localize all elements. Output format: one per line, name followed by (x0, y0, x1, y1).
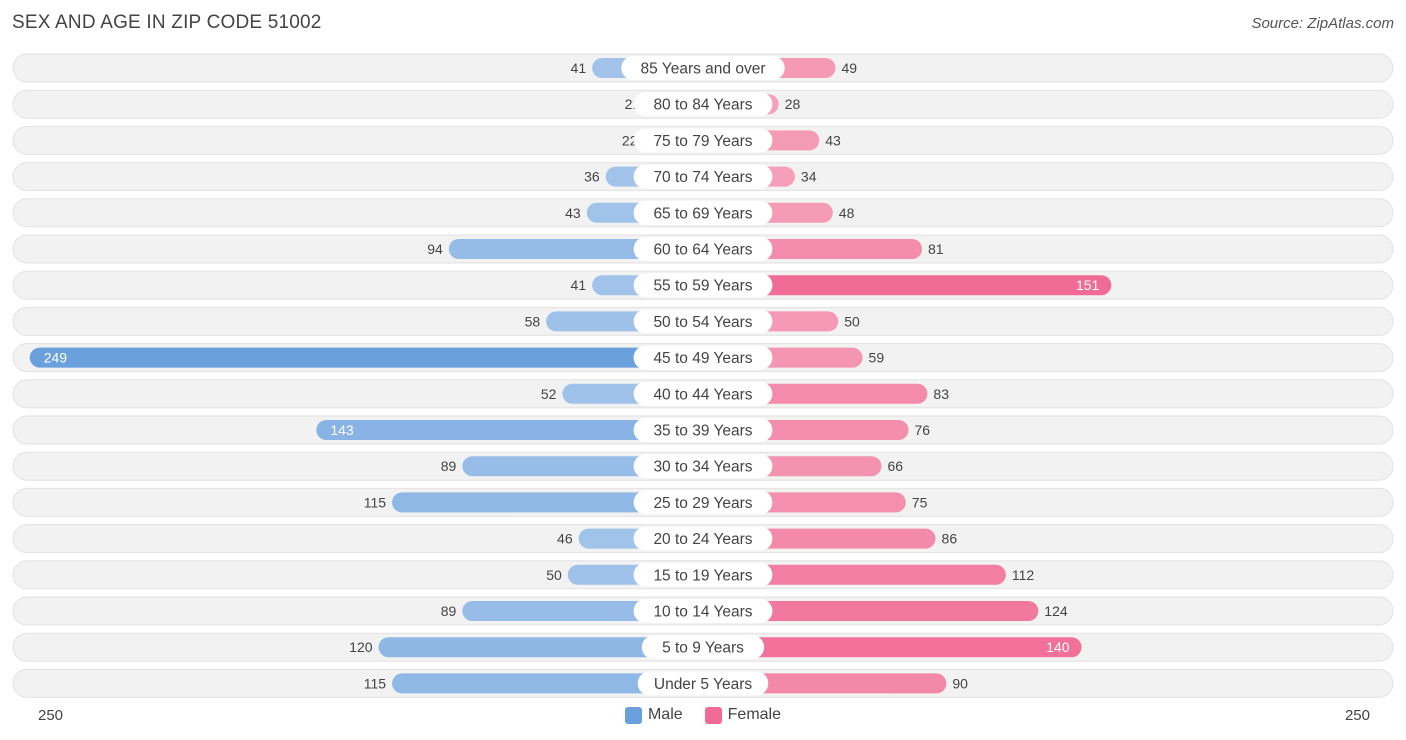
category-pill (641, 635, 765, 660)
legend-item-male: Male (624, 706, 683, 724)
male-value-label: 41 (571, 277, 587, 293)
category-pill (633, 237, 773, 261)
female-value-label: 112 (1012, 567, 1035, 583)
female-value-label: 43 (825, 132, 841, 148)
male-value-label: 22 (622, 132, 638, 148)
male-bar (316, 420, 703, 440)
legend-label-male: Male (647, 706, 683, 723)
category-label: 65 to 69 Years (653, 205, 752, 222)
category-label: 30 to 34 Years (653, 459, 752, 476)
category-label: 55 to 59 Years (653, 278, 752, 295)
female-value-label: 66 (887, 458, 903, 474)
female-bar (703, 637, 1082, 658)
female-value-label: 81 (928, 241, 944, 257)
category-pill (633, 526, 773, 551)
female-bar (703, 275, 1112, 296)
category-pill (633, 164, 773, 189)
female-value-label: 50 (844, 313, 860, 329)
male-value-label: 58 (525, 313, 541, 329)
male-value-label: 120 (349, 639, 373, 655)
legend: Male Female (0, 706, 1406, 724)
female-bar (703, 564, 1006, 585)
category-pill (633, 562, 773, 587)
category-label: 85 Years and over (641, 61, 766, 78)
category-label: 45 to 49 Years (653, 350, 752, 367)
male-value-label: 249 (44, 350, 68, 366)
category-label: 70 to 74 Years (653, 169, 752, 186)
category-label: 25 to 29 Years (653, 495, 752, 512)
male-bar (29, 347, 704, 368)
male-value-label: 52 (541, 386, 557, 402)
category-pill (633, 200, 773, 225)
category-pill (633, 454, 773, 479)
category-pill (633, 490, 773, 515)
source-credit: Source: ZipAtlas.com (1251, 15, 1394, 32)
female-value-label: 90 (952, 675, 968, 691)
category-label: 80 to 84 Years (653, 97, 752, 114)
male-value-label: 41 (571, 60, 587, 76)
female-value-label: 34 (801, 169, 817, 185)
category-pill (633, 345, 773, 370)
category-label: 5 to 9 Years (662, 640, 744, 657)
male-value-label: 115 (364, 494, 387, 510)
male-value-label: 50 (546, 567, 562, 583)
female-value-label: 76 (915, 422, 931, 438)
legend-label-female: Female (727, 706, 782, 723)
axis-right-max: 250 (1344, 707, 1370, 724)
male-bar (392, 673, 703, 694)
female-value-label: 86 (942, 531, 958, 547)
female-value-label: 49 (841, 60, 857, 76)
category-label: 75 to 79 Years (653, 133, 752, 150)
category-pill (633, 418, 773, 442)
male-bar (378, 637, 703, 658)
axis-left-max: 250 (38, 707, 64, 724)
category-pill (633, 599, 773, 623)
category-pill (633, 128, 773, 153)
female-value-label: 124 (1044, 603, 1068, 619)
female-value-label: 48 (839, 205, 855, 221)
male-value-label: 143 (330, 422, 354, 438)
chart-title: SEX AND AGE IN ZIP CODE 51002 (12, 12, 322, 33)
category-label: 15 to 19 Years (653, 567, 752, 584)
legend-swatch-female (704, 706, 722, 724)
male-value-label: 43 (565, 205, 581, 221)
female-value-label: 28 (785, 96, 801, 112)
category-label: 60 to 64 Years (653, 242, 752, 259)
male-value-label: 36 (584, 169, 600, 185)
female-bar (703, 601, 1039, 621)
legend-item-female: Female (704, 706, 782, 724)
female-value-label: 75 (912, 494, 928, 510)
male-bar (392, 492, 703, 513)
category-label: 20 to 24 Years (653, 531, 752, 548)
male-value-label: 89 (441, 603, 457, 619)
category-pill (621, 56, 785, 80)
category-label: 50 to 54 Years (653, 314, 752, 331)
legend-swatch-male (624, 706, 642, 724)
category-pill (633, 309, 773, 334)
male-value-label: 94 (427, 241, 443, 257)
category-pill (633, 273, 773, 298)
category-label: Under 5 Years (654, 676, 752, 693)
female-value-label: 151 (1076, 277, 1100, 293)
female-value-label: 83 (933, 386, 949, 402)
category-pill (633, 92, 773, 117)
female-value-label: 59 (869, 350, 885, 366)
male-value-label: 89 (441, 458, 457, 474)
category-label: 10 to 14 Years (653, 604, 752, 621)
category-pill (633, 381, 773, 406)
female-value-label: 140 (1046, 639, 1070, 655)
male-value-label: 115 (364, 675, 387, 691)
category-label: 35 to 39 Years (653, 423, 752, 440)
male-value-label: 46 (557, 531, 573, 547)
category-label: 40 to 44 Years (653, 386, 752, 403)
category-pill (637, 671, 769, 696)
